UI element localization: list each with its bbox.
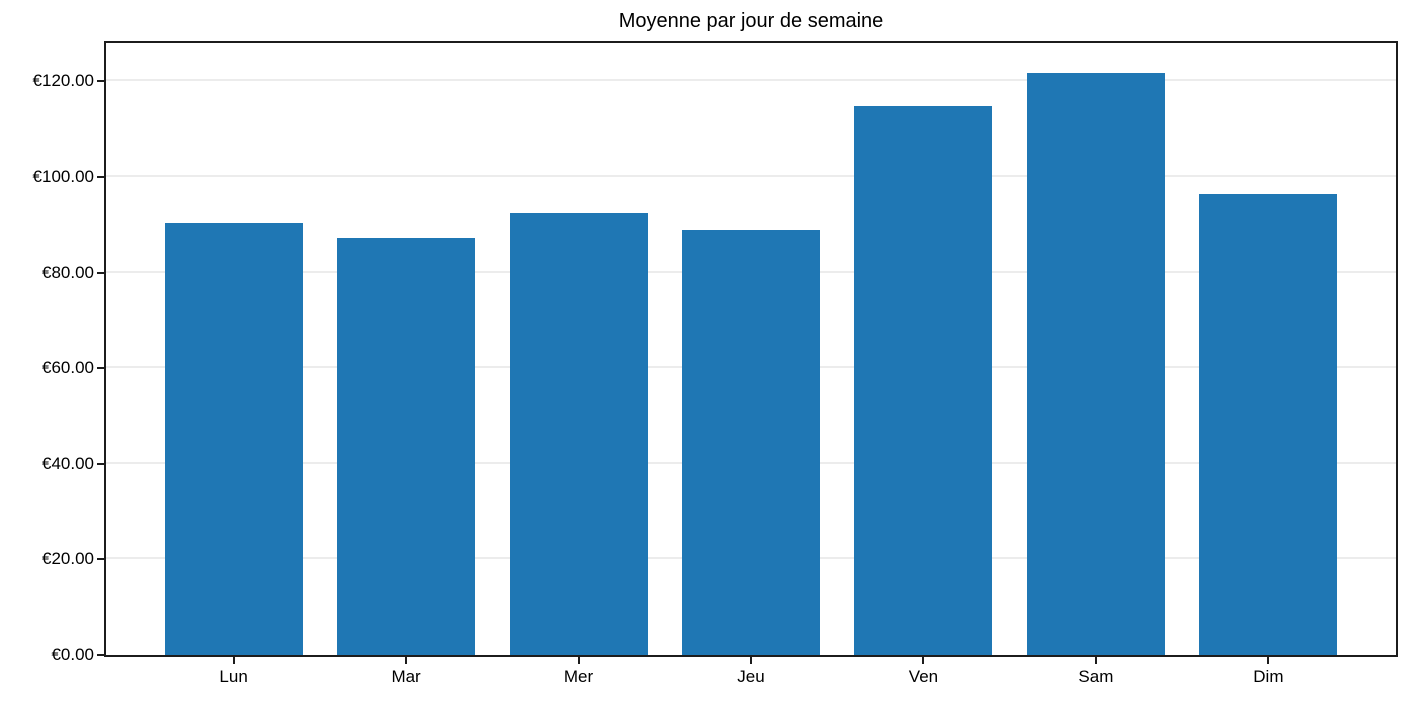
x-tick-mark — [750, 657, 752, 664]
bar-ven — [854, 106, 993, 655]
bar-mer — [509, 212, 648, 655]
x-tick-mark — [577, 657, 580, 664]
bar-dim — [1199, 193, 1338, 655]
y-tick-label: €100.00 — [32, 166, 94, 186]
bar-jeu — [682, 229, 820, 655]
x-tick-label-dim: Dim — [1253, 667, 1284, 686]
y-tick-label: €20.00 — [42, 549, 94, 569]
y-tick-label: €40.00 — [42, 453, 94, 473]
gridline — [106, 174, 1396, 177]
y-tick-mark — [97, 462, 104, 465]
y-tick-mark — [97, 367, 104, 370]
x-tick-label-ven: Ven — [908, 667, 939, 686]
chart-title: Moyenne par jour de semaine — [618, 10, 884, 32]
bar-mar — [337, 237, 476, 655]
x-tick-mark — [1267, 657, 1270, 664]
x-tick-label-jeu: Jeu — [737, 667, 765, 686]
y-tick-mark — [97, 175, 104, 178]
bar-sam — [1026, 72, 1165, 655]
plot-area — [104, 41, 1398, 657]
y-tick-label: €80.00 — [42, 262, 94, 282]
x-tick-mark — [405, 657, 408, 664]
x-tick-label-lun: Lun — [219, 667, 248, 686]
y-tick-mark — [97, 654, 104, 656]
x-tick-mark — [922, 657, 925, 664]
y-tick-label: €0.00 — [51, 645, 94, 664]
x-tick-label-mer: Mer — [563, 667, 594, 686]
y-tick-label: €60.00 — [42, 358, 94, 378]
y-tick-mark — [97, 80, 104, 83]
x-tick-label-sam: Sam — [1078, 667, 1114, 686]
x-tick-mark — [1094, 657, 1097, 664]
bar-lun — [164, 222, 303, 655]
y-tick-label: €120.00 — [32, 71, 94, 91]
y-tick-mark — [97, 271, 104, 274]
y-tick-mark — [97, 558, 104, 561]
x-tick-mark — [232, 657, 235, 664]
x-tick-label-mar: Mar — [391, 667, 421, 686]
gridline — [106, 79, 1396, 82]
